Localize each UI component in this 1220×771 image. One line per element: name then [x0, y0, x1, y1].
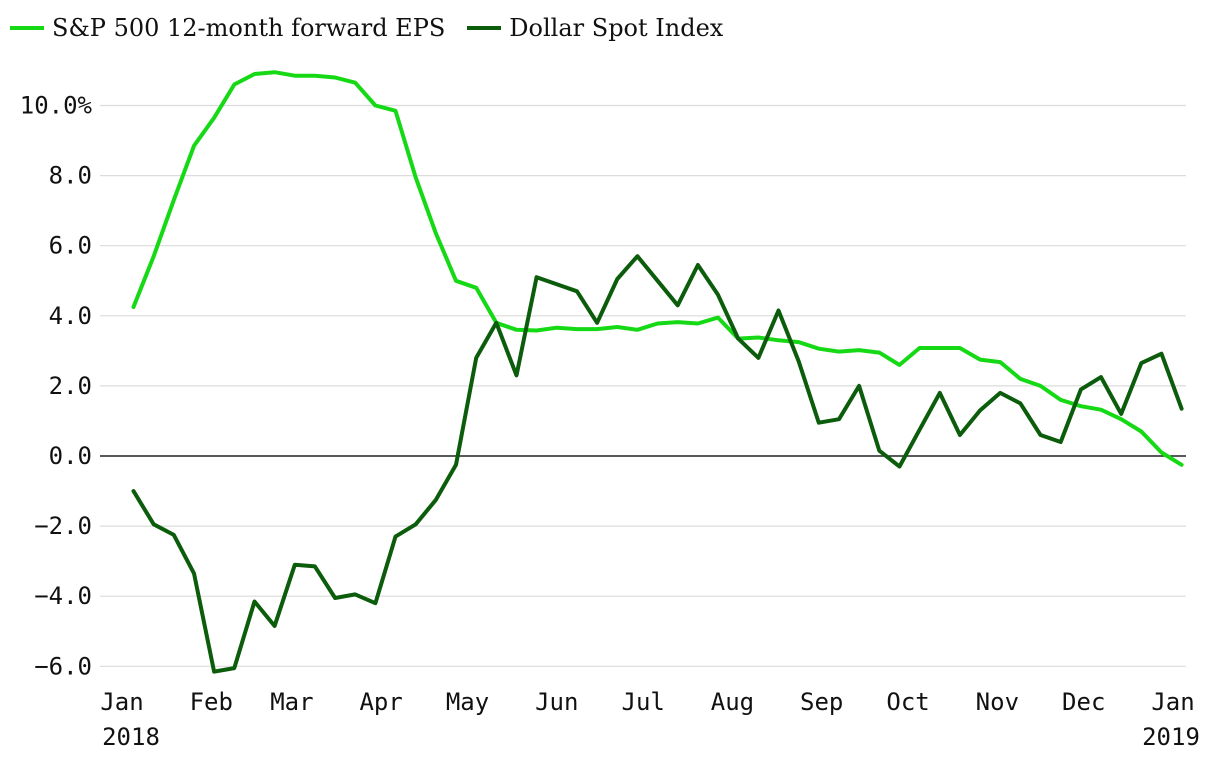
x-tick-label: May [446, 688, 489, 716]
x-tick-label: Oct [886, 688, 929, 716]
x-tick-label: Apr [359, 688, 402, 716]
series-line-eps [131, 70, 1184, 467]
x-tick-label: Jan [100, 688, 143, 716]
x-tick-label: Sep [800, 688, 843, 716]
x-tick-year-label: 2018 [102, 723, 160, 751]
y-tick-label: 6.0 [49, 232, 92, 260]
y-tick-label: −4.0 [34, 582, 92, 610]
y-tick-label: 0.0 [49, 442, 92, 470]
legend-label-eps: S&P 500 12-month forward EPS [52, 14, 446, 42]
x-tick-label: Jun [535, 688, 578, 716]
x-tick-label: Aug [711, 688, 754, 716]
x-tick-label: Jan [1151, 688, 1194, 716]
legend: S&P 500 12-month forward EPS Dollar Spot… [10, 14, 745, 42]
legend-swatch-eps [10, 26, 44, 30]
x-tick-label: Nov [976, 688, 1019, 716]
x-tick-label: Jul [622, 688, 665, 716]
y-tick-label: 10.0% [20, 92, 93, 120]
x-tick-year-label: 2019 [1142, 723, 1200, 751]
y-tick-label: −2.0 [34, 512, 92, 540]
y-tick-label: 8.0 [49, 162, 92, 190]
series-line-dollar [131, 254, 1184, 674]
y-tick-label: 2.0 [49, 372, 92, 400]
legend-item-eps: S&P 500 12-month forward EPS [10, 14, 445, 42]
legend-item-dollar: Dollar Spot Index [467, 14, 723, 42]
legend-label-dollar: Dollar Spot Index [509, 14, 724, 42]
x-tick-label: Dec [1062, 688, 1105, 716]
x-tick-label: Feb [190, 688, 233, 716]
y-tick-label: 4.0 [49, 302, 92, 330]
legend-swatch-dollar [467, 26, 502, 30]
y-tick-label: −6.0 [34, 652, 92, 680]
x-tick-label: Mar [270, 688, 313, 716]
